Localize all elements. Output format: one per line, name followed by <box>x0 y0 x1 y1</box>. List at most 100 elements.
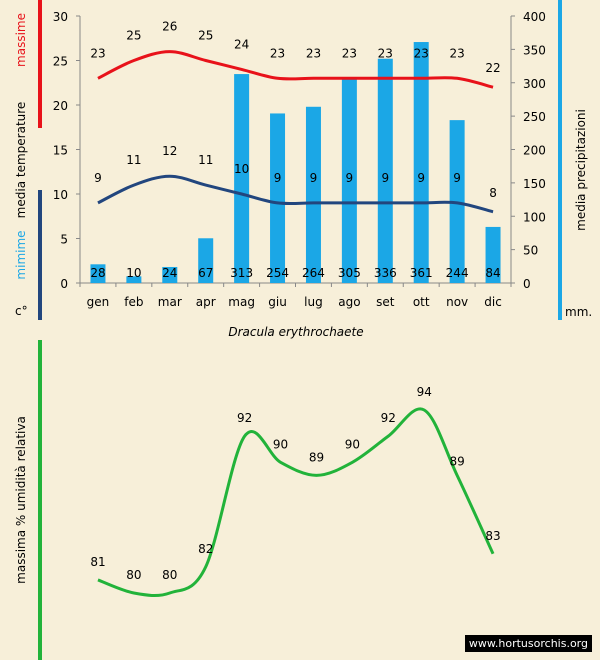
humidity-data-label: 90 <box>273 437 288 451</box>
x-tick-label: gen <box>87 295 110 309</box>
humidity-data-label: 92 <box>237 411 252 425</box>
left-tick-label: 10 <box>53 188 68 202</box>
mimime-data-label: 9 <box>310 171 318 185</box>
rain-bar <box>341 79 357 283</box>
humidity-line <box>97 407 495 597</box>
massime-data-label: 23 <box>449 46 464 60</box>
right-tick-label: 100 <box>523 210 546 224</box>
mimime-label: mimime <box>14 230 28 279</box>
rain-bar <box>234 74 250 283</box>
rain-unit: mm. <box>565 305 592 319</box>
chart-title: Dracula erythrochaete <box>228 325 363 339</box>
right-tick-label: 50 <box>523 244 538 258</box>
rain-bar <box>413 42 429 283</box>
mimime-data-label: 11 <box>126 153 141 167</box>
rain-bar <box>270 113 286 283</box>
right-tick-label: 300 <box>523 77 546 91</box>
mimime-data-label: 9 <box>94 171 102 185</box>
mimime-data-label: 10 <box>234 162 249 176</box>
mimime-data-label: 9 <box>381 171 389 185</box>
x-tick-label: mar <box>158 295 182 309</box>
right-tick-label: 350 <box>523 43 546 57</box>
left-tick-label: 20 <box>53 99 68 113</box>
rain-data-label: 244 <box>446 266 469 280</box>
x-tick-label: nov <box>446 295 468 309</box>
right-tick-label: 150 <box>523 177 546 191</box>
mimime-data-label: 9 <box>453 171 461 185</box>
mimime-data-label: 12 <box>162 144 177 158</box>
right-tick-label: 250 <box>523 110 546 124</box>
rain-data-label: 254 <box>266 266 289 280</box>
mimime-data-label: 9 <box>417 171 425 185</box>
humidity-data-label: 92 <box>381 411 396 425</box>
temperature-label: media temperature <box>14 102 28 219</box>
x-tick-label: feb <box>124 295 143 309</box>
rain-label: media precipitazioni <box>574 109 588 231</box>
rain-data-label: 28 <box>90 266 105 280</box>
massime-data-label: 23 <box>306 46 321 60</box>
massime-data-label: 26 <box>162 20 177 34</box>
x-tick-label: dic <box>484 295 502 309</box>
right-tick-label: 400 <box>523 10 546 24</box>
humidity-data-label: 90 <box>345 437 360 451</box>
left-tick-label: 25 <box>53 55 68 69</box>
x-tick-label: ago <box>338 295 360 309</box>
right-tick-label: 0 <box>523 277 531 291</box>
rain-bar <box>126 276 142 283</box>
mimime-data-label: 9 <box>346 171 354 185</box>
rain-bar <box>305 106 321 283</box>
humidity-data-label: 82 <box>198 542 213 556</box>
humidity-data-label: 89 <box>449 454 464 468</box>
humidity-data-label: 80 <box>162 568 177 582</box>
massime-line <box>97 50 494 89</box>
x-tick-label: apr <box>196 295 216 309</box>
rain-data-label: 10 <box>126 266 141 280</box>
massime-data-label: 24 <box>234 37 249 51</box>
rain-bar <box>485 226 501 283</box>
humidity-data-label: 81 <box>90 555 105 569</box>
left-tick-label: 15 <box>53 144 68 158</box>
rain-data-label: 361 <box>410 266 433 280</box>
rain-bar <box>162 266 178 283</box>
left-tick-label: 0 <box>60 277 68 291</box>
massime-data-label: 25 <box>126 29 141 43</box>
rain-data-label: 264 <box>302 266 325 280</box>
humidity-data-label: 94 <box>417 385 432 399</box>
x-tick-label: lug <box>304 295 323 309</box>
x-tick-label: giu <box>268 295 287 309</box>
rain-bar <box>377 58 393 283</box>
mimime-data-label: 11 <box>198 153 213 167</box>
humidity-data-label: 89 <box>309 450 324 464</box>
x-tick-label: set <box>376 295 395 309</box>
x-tick-label: mag <box>228 295 255 309</box>
massime-data-label: 25 <box>198 29 213 43</box>
mimime-line <box>97 174 494 214</box>
rain-bar <box>198 238 214 283</box>
humidity-data-label: 80 <box>126 568 141 582</box>
left-tick-label: 30 <box>53 10 68 24</box>
celsius-label: c° <box>15 304 28 318</box>
rain-data-label: 84 <box>485 266 500 280</box>
humidity-label: massima % umidità relativa <box>14 416 28 584</box>
massime-data-label: 23 <box>414 46 429 60</box>
massime-data-label: 23 <box>378 46 393 60</box>
right-tick-label: 200 <box>523 144 546 158</box>
left-tick-label: 5 <box>60 233 68 247</box>
mimime-data-label: 8 <box>489 186 497 200</box>
massime-data-label: 22 <box>485 61 500 75</box>
massime-data-label: 23 <box>270 46 285 60</box>
mimime-data-label: 9 <box>274 171 282 185</box>
watermark: www.hortusorchis.org <box>464 635 592 652</box>
rain-data-label: 67 <box>198 266 213 280</box>
massime-data-label: 23 <box>90 46 105 60</box>
rain-data-label: 336 <box>374 266 397 280</box>
x-tick-label: ott <box>413 295 430 309</box>
rain-bar <box>90 264 106 283</box>
rain-data-label: 305 <box>338 266 361 280</box>
massime-label: massime <box>14 13 28 67</box>
rain-data-label: 313 <box>230 266 253 280</box>
humidity-data-label: 83 <box>485 529 500 543</box>
massime-data-label: 23 <box>342 46 357 60</box>
